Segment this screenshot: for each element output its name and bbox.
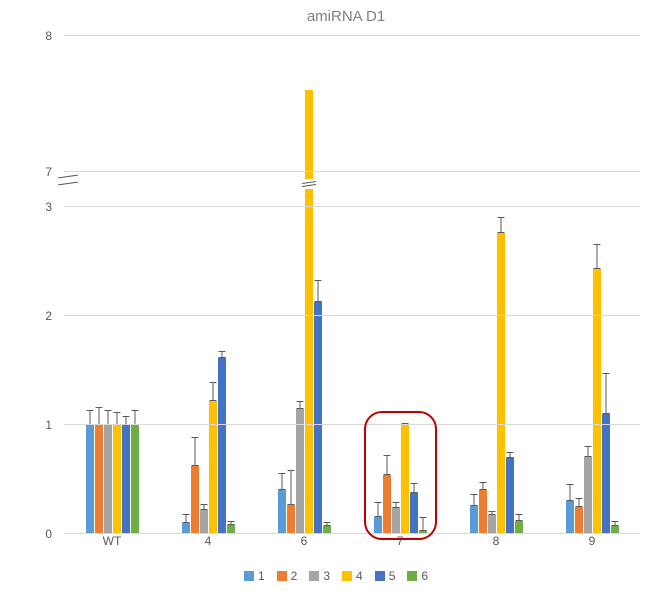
- legend-swatch: [244, 571, 254, 581]
- legend-item: 6: [407, 569, 428, 583]
- bar-cluster: [182, 36, 235, 534]
- legend-swatch: [277, 571, 287, 581]
- bar-group: [448, 36, 544, 534]
- gridline: [64, 315, 640, 316]
- legend-item: 4: [342, 569, 363, 583]
- gridline: [64, 171, 640, 172]
- bar: [191, 36, 199, 534]
- bar: [419, 36, 427, 534]
- legend-item: 2: [277, 569, 298, 583]
- bar: [122, 36, 130, 534]
- legend-label: 1: [258, 569, 265, 583]
- bar: [470, 36, 478, 534]
- legend-swatch: [375, 571, 385, 581]
- legend-label: 3: [323, 569, 330, 583]
- bar: [218, 36, 226, 534]
- legend-item: 3: [309, 569, 330, 583]
- legend-item: 5: [375, 569, 396, 583]
- bar-group: [352, 36, 448, 534]
- bar: [104, 36, 112, 534]
- bar: [488, 36, 496, 534]
- bar: [113, 36, 121, 534]
- bar-group: [256, 36, 352, 534]
- bar: [584, 36, 592, 534]
- bar: [86, 36, 94, 534]
- x-axis-label: 8: [448, 534, 544, 548]
- bar: [182, 36, 190, 534]
- bar-group: [544, 36, 640, 534]
- y-axis-label: 2: [45, 309, 64, 323]
- y-axis-label: 0: [45, 527, 64, 541]
- bar-group: [64, 36, 160, 534]
- bar: [515, 36, 523, 534]
- bar-cluster: [470, 36, 523, 534]
- legend-label: 6: [421, 569, 428, 583]
- y-axis-label: 8: [45, 29, 64, 43]
- x-axis-labels: WT46789: [64, 534, 640, 548]
- bar: [323, 36, 331, 534]
- bar: [611, 36, 619, 534]
- chart-title: amiRNA D1: [40, 8, 652, 25]
- legend-swatch: [342, 571, 352, 581]
- bar: [575, 36, 583, 534]
- bar: [209, 36, 217, 534]
- bar: [95, 36, 103, 534]
- bar: [566, 36, 574, 534]
- gridline: [64, 424, 640, 425]
- bar: [278, 36, 286, 534]
- legend-label: 4: [356, 569, 363, 583]
- bar: [593, 36, 601, 534]
- bar: [506, 36, 514, 534]
- gridline: [64, 35, 640, 36]
- bar: [296, 36, 304, 534]
- legend-swatch: [309, 571, 319, 581]
- bar: [401, 36, 409, 534]
- bar-group: [160, 36, 256, 534]
- bar: [479, 36, 487, 534]
- x-axis-label: 6: [256, 534, 352, 548]
- bar: [602, 36, 610, 534]
- bar-groups: [64, 36, 640, 534]
- bar: [392, 36, 400, 534]
- bar: [497, 36, 505, 534]
- y-axis-label: 3: [45, 200, 64, 214]
- bar: [383, 36, 391, 534]
- legend: 1 2 3 4 5 6: [0, 569, 672, 583]
- legend-label: 2: [291, 569, 298, 583]
- bar: [410, 36, 418, 534]
- legend-item: 1: [244, 569, 265, 583]
- bar: [131, 36, 139, 534]
- bar: [305, 36, 313, 534]
- x-axis-label: 7: [352, 534, 448, 548]
- bar: [200, 36, 208, 534]
- y-axis-label: 1: [45, 418, 64, 432]
- plot-area: 012378: [64, 36, 640, 534]
- x-axis-label: 4: [160, 534, 256, 548]
- legend-label: 5: [389, 569, 396, 583]
- chart-container: amiRNA D1 012378 WT46789 123456: [0, 0, 672, 591]
- axis-break-mark: [58, 173, 78, 187]
- bar: [287, 36, 295, 534]
- bar-cluster: [374, 36, 427, 534]
- bar: [314, 36, 322, 534]
- gridline: [64, 206, 640, 207]
- bar-cluster: [86, 36, 139, 534]
- bar: [374, 36, 382, 534]
- legend-swatch: [407, 571, 417, 581]
- x-axis-label: WT: [64, 534, 160, 548]
- bar-cluster: [278, 36, 331, 534]
- bar-cluster: [566, 36, 619, 534]
- bar: [227, 36, 235, 534]
- x-axis-label: 9: [544, 534, 640, 548]
